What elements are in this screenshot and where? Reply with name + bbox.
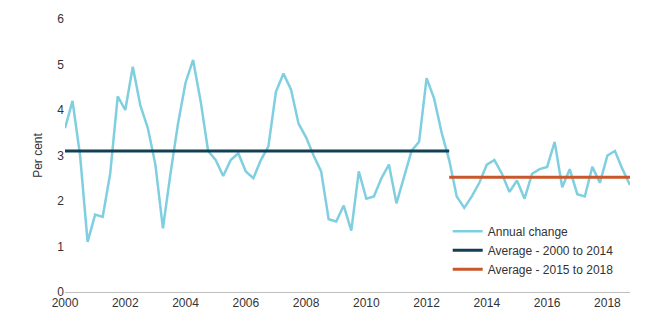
svg-text:Per cent: Per cent	[31, 132, 45, 177]
svg-text:5: 5	[57, 58, 64, 72]
svg-text:2002: 2002	[112, 296, 139, 310]
svg-text:2008: 2008	[293, 296, 320, 310]
svg-text:3: 3	[57, 149, 64, 163]
svg-text:Average - 2015 to 2018: Average - 2015 to 2018	[488, 263, 614, 277]
svg-text:6: 6	[57, 12, 64, 26]
svg-text:2016: 2016	[534, 296, 561, 310]
svg-text:2006: 2006	[232, 296, 259, 310]
svg-text:0: 0	[57, 285, 64, 299]
svg-text:2: 2	[57, 194, 64, 208]
svg-text:1: 1	[57, 240, 64, 254]
svg-text:2000: 2000	[52, 296, 79, 310]
svg-text:2012: 2012	[413, 296, 440, 310]
svg-text:Average - 2000 to 2014: Average - 2000 to 2014	[488, 244, 614, 258]
svg-text:2010: 2010	[353, 296, 380, 310]
svg-text:4: 4	[57, 103, 64, 117]
svg-text:2014: 2014	[474, 296, 501, 310]
svg-text:2004: 2004	[172, 296, 199, 310]
svg-text:Annual change: Annual change	[488, 225, 568, 239]
svg-text:2018: 2018	[594, 296, 621, 310]
